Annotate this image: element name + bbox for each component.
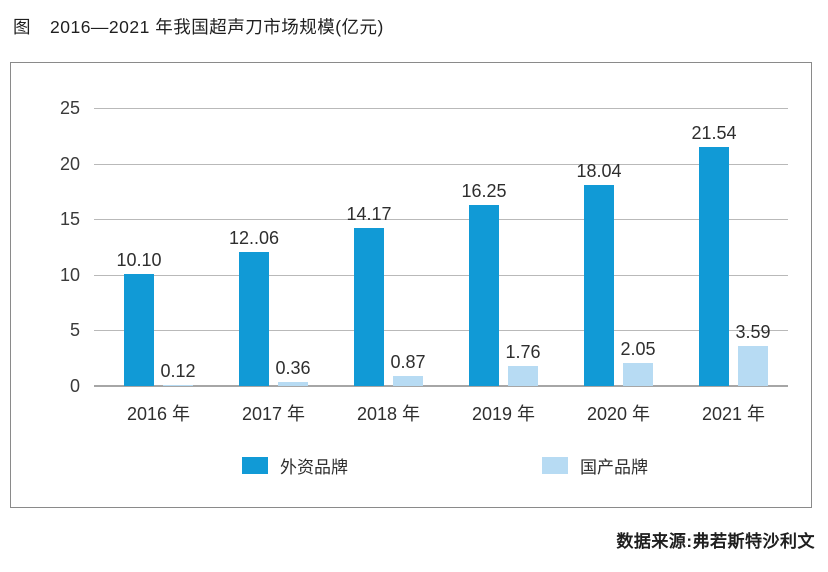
legend-label: 外资品牌 [280,458,348,477]
legend-swatch-foreign [242,457,268,474]
bar-value-label: 21.54 [691,122,737,143]
gridline [94,219,788,221]
bar-cell: 0.36 [275,358,311,386]
bar-value-label: 0.36 [275,358,311,378]
bar-group: 12..06 0.36 [229,228,311,386]
figure-title: 图 2016—2021 年我国超声刀市场规模(亿元) [13,14,384,39]
bar-cell: 18.04 [576,161,622,386]
x-tick-label: 2017 年 [241,404,306,424]
bar-value-label: 0.87 [390,352,426,373]
bar-domestic [163,384,193,386]
x-axis-line [94,385,788,387]
legend-item: 国产品牌 [542,453,648,478]
bar-foreign [584,185,614,386]
bar-cell: 12..06 [229,228,279,386]
bar-group: 21.54 3.59 [691,123,771,386]
bar-domestic [393,376,423,386]
gridline [94,274,788,276]
bar-groups: 10.10 0.12 12..06 0.36 14.17 0.87 16.25 1.76 18.… [94,123,788,386]
bar-group: 16.25 1.76 [461,181,541,386]
bar-cell: 3.59 [735,322,771,386]
figure-title-prefix: 图 [13,17,31,37]
x-axis-labels: 2016 年 2017 年 2018 年 2019 年 2020 年 2021 年 [94,400,788,426]
data-source-note: 数据来源:弗若斯特沙利文 [616,532,815,551]
bar-domestic [738,346,768,386]
bar-cell: 21.54 [691,123,737,386]
chart-frame: 0 5 10 15 20 25 10.10 0.12 12..06 0.36 14.17 0.87 16… [10,62,812,508]
bar-domestic [278,382,308,386]
bar-cell: 0.12 [160,360,196,386]
bar-domestic [508,366,538,386]
y-tick-label: 0 [69,376,80,396]
y-tick-label: 20 [59,153,80,174]
bar-group: 14.17 0.87 [346,204,426,386]
bar-value-label: 1.76 [505,342,541,363]
gridline [94,108,788,109]
x-tick-label: 2020 年 [586,404,651,424]
bar-foreign [699,146,729,386]
bar-foreign [239,251,269,386]
bar-cell: 2.05 [620,339,656,386]
bar-value-label: 3.59 [735,322,771,343]
gridline [94,163,788,165]
bar-cell: 14.17 [346,204,392,386]
bar-domestic [623,363,653,386]
bar-cell: 10.10 [116,250,162,386]
bar-cell: 0.87 [390,352,426,386]
legend-swatch-domestic [542,457,568,474]
legend-label: 国产品牌 [580,458,648,477]
y-tick-label: 10 [59,264,80,285]
bar-foreign [124,273,154,386]
legend-item: 外资品牌 [242,453,348,478]
bar-cell: 16.25 [461,181,507,386]
x-tick-label: 2016 年 [126,404,191,424]
y-tick-label: 25 [59,98,80,118]
gridline [94,330,788,332]
y-tick-label: 15 [59,209,80,230]
bar-group: 18.04 2.05 [576,161,656,386]
bar-value-label: 2.05 [620,339,656,360]
x-tick-label: 2019 年 [471,404,536,424]
bar-group: 10.10 0.12 [116,250,196,386]
plot-area: 0 5 10 15 20 25 10.10 0.12 12..06 0.36 14.17 0.87 16… [60,63,788,396]
bar-value-label: 18.04 [576,161,622,182]
bar-value-label: 0.12 [160,360,196,381]
bar-value-label: 12..06 [228,227,280,248]
bar-value-label: 14.17 [346,204,392,225]
bar-value-label: 10.10 [116,249,162,270]
bar-value-label: 16.25 [461,181,507,202]
x-tick-label: 2018 年 [356,404,421,424]
bar-foreign [354,228,384,386]
bar-cell: 1.76 [505,342,541,386]
y-tick-label: 5 [69,320,80,341]
figure-title-text: 2016—2021 年我国超声刀市场规模(亿元) [50,17,384,37]
legend: 外资品牌 国产品牌 [11,453,811,477]
bar-foreign [469,205,499,386]
x-tick-label: 2021 年 [701,404,766,424]
